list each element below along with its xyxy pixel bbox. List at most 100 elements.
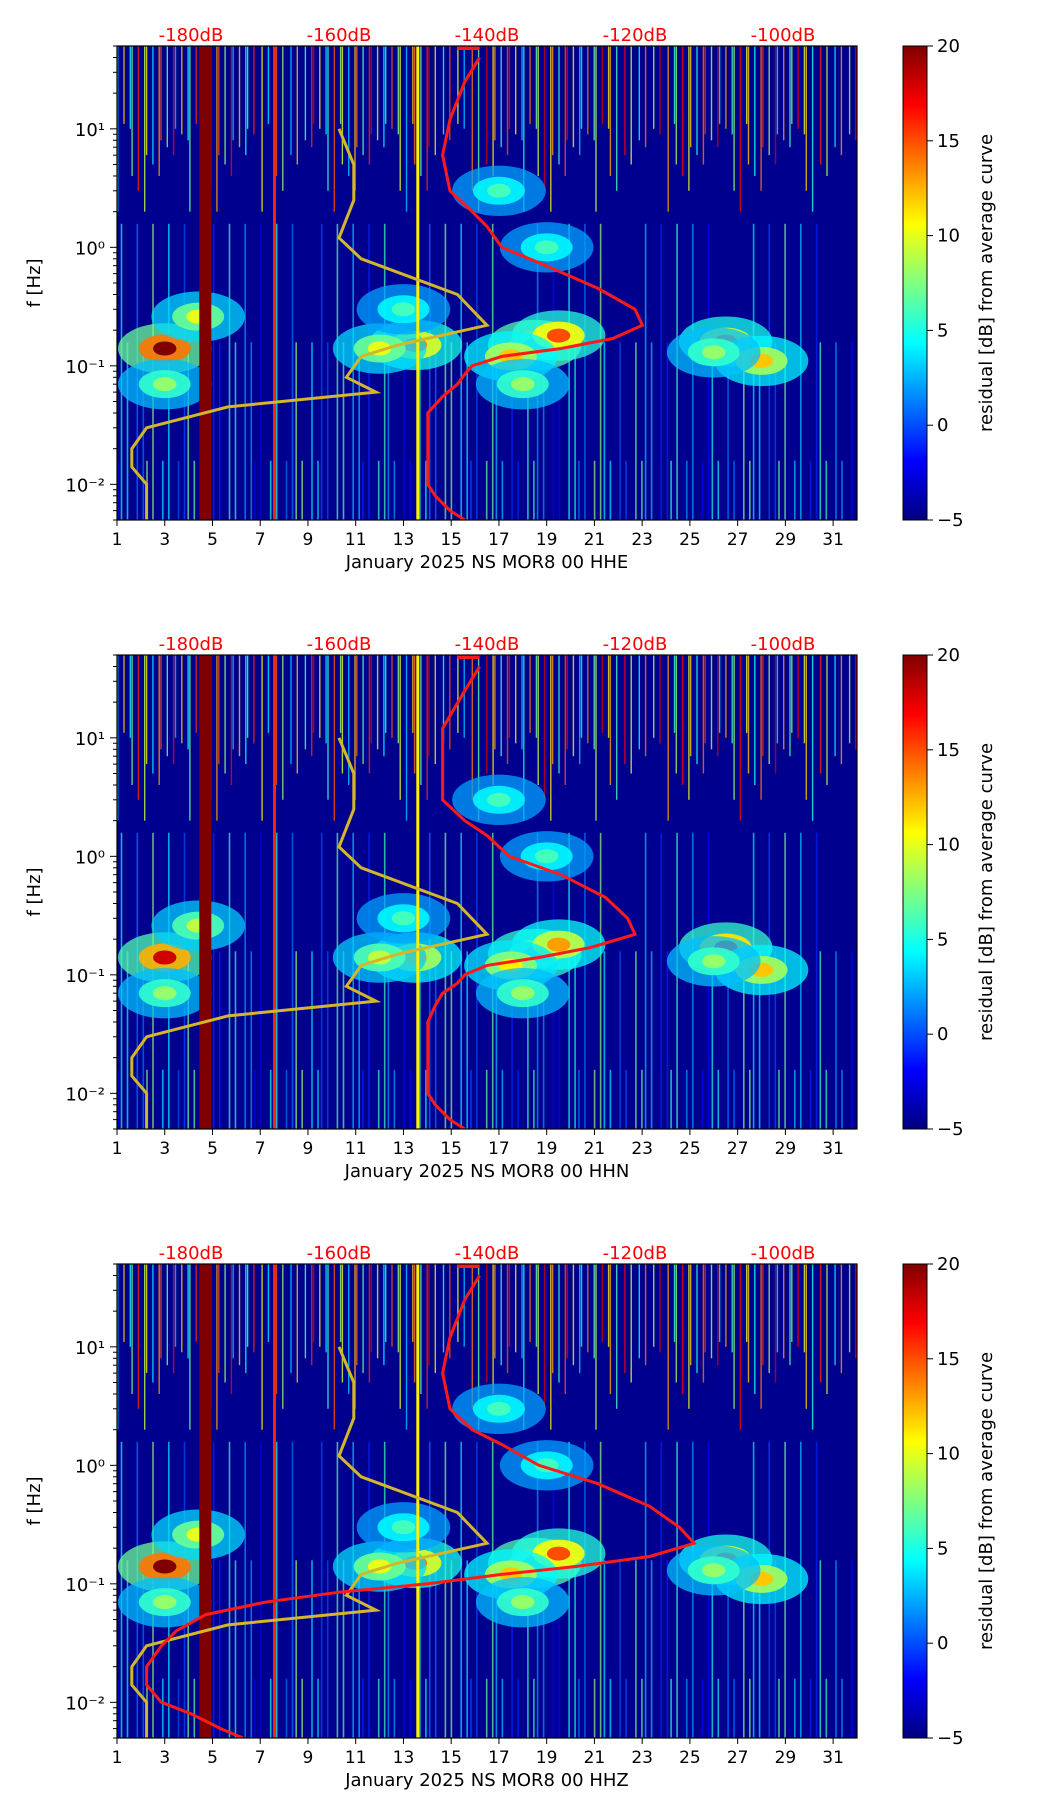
hf-streak [385, 1264, 387, 1342]
hf-streak [820, 46, 822, 165]
hf-streak [535, 46, 538, 129]
noise-streak [568, 223, 570, 520]
noise-streak [403, 342, 405, 520]
hf-streak [399, 46, 401, 191]
noise-streak [234, 1560, 237, 1738]
noise-streak [701, 1069, 704, 1129]
hf-streak [362, 46, 364, 156]
noise-streak [228, 1441, 231, 1738]
hf-streak [659, 655, 661, 744]
spectrogram-image [117, 46, 857, 520]
hf-streak [397, 46, 399, 135]
colorbar: 20 15 10 5 0 −5 residual [dB] from average cur… [902, 1254, 997, 1749]
hf-streak [500, 46, 502, 148]
hf-streak [216, 1264, 218, 1430]
hf-streak [426, 1264, 428, 1409]
hf-streak [789, 655, 791, 757]
noise-streak [758, 951, 761, 1129]
hf-streak [224, 1264, 226, 1383]
noise-streak [670, 460, 672, 520]
noise-streak [234, 951, 237, 1129]
top-db-label: -160dB [307, 25, 372, 46]
noise-streak [743, 1560, 745, 1738]
hf-streak [412, 655, 414, 733]
hf-streak [282, 655, 284, 800]
x-tick-label: 21 [584, 1139, 606, 1159]
hf-streak [747, 1264, 750, 1383]
noise-streak [666, 342, 669, 520]
noise-streak [269, 460, 272, 520]
colorbar-label: residual [dB] from average curve [976, 134, 997, 432]
noise-streak [578, 460, 580, 520]
noise-streak [470, 1069, 472, 1129]
noise-streak [578, 1678, 580, 1738]
noise-streak [342, 1560, 345, 1738]
hf-streak [607, 655, 610, 738]
noise-streak [533, 460, 535, 520]
hf-streak [492, 655, 494, 785]
persistent-stripe [416, 655, 420, 1129]
hf-streak [681, 46, 684, 176]
hf-streak [434, 655, 436, 765]
x-tick-label: 9 [303, 1748, 314, 1768]
noise-streak [625, 1678, 627, 1738]
noise-streak [650, 1560, 653, 1738]
hf-streak [595, 655, 597, 821]
hf-streak [673, 1264, 676, 1342]
hf-streak [688, 1264, 690, 1409]
hf-streak [718, 1264, 721, 1342]
hf-streak [457, 655, 459, 733]
hf-streak [246, 655, 249, 738]
noise-streak [517, 460, 519, 520]
hf-streak [261, 655, 263, 821]
hf-streak [506, 655, 509, 765]
noise-streak [425, 460, 427, 520]
noise-streak [444, 223, 447, 520]
hf-streak [195, 655, 197, 733]
noise-streak [336, 223, 339, 520]
hf-streak [558, 46, 560, 165]
noise-streak [625, 1069, 627, 1129]
hf-streak [543, 655, 546, 800]
noise-streak [326, 1560, 329, 1738]
hf-streak [690, 655, 692, 757]
hf-streak [725, 1264, 727, 1347]
x-tick-label: 29 [775, 1139, 797, 1159]
hf-streak [245, 46, 247, 156]
hf-streak [566, 1264, 568, 1359]
hf-streak [731, 1264, 733, 1353]
hf-streak [624, 655, 626, 765]
x-tick-label: 15 [440, 530, 462, 550]
hf-streak [399, 655, 401, 800]
hf-streak [325, 655, 327, 744]
noise-streak [599, 832, 602, 1129]
x-tick-label: 3 [159, 1748, 170, 1768]
noise-streak [558, 1560, 561, 1738]
noise-streak [434, 951, 437, 1129]
hf-streak [826, 655, 828, 785]
noise-streak [819, 342, 822, 520]
hf-streak [442, 655, 445, 744]
noise-streak [794, 460, 796, 520]
hf-streak [494, 1264, 496, 1359]
y-tick-label: 10¹ [75, 729, 105, 750]
hf-streak [797, 1264, 799, 1347]
hf-streak [267, 46, 270, 124]
hf-streak [638, 46, 640, 141]
hf-streak [230, 46, 233, 176]
noise-streak [743, 951, 745, 1129]
top-db-label: -140dB [455, 1243, 520, 1264]
hf-streak [747, 655, 750, 774]
hf-streak [275, 1264, 278, 1394]
hf-streak [826, 1264, 828, 1394]
hf-streak [354, 46, 356, 191]
noise-streak [819, 1560, 822, 1738]
hot-spot-core [534, 849, 559, 864]
hf-streak [413, 655, 416, 774]
hot-spot-core [391, 1520, 416, 1535]
hf-streak [550, 46, 552, 212]
hf-streak [500, 1264, 502, 1366]
x-tick-label: 23 [631, 1748, 653, 1768]
noise-streak [403, 1560, 405, 1738]
noise-streak [419, 951, 421, 1129]
